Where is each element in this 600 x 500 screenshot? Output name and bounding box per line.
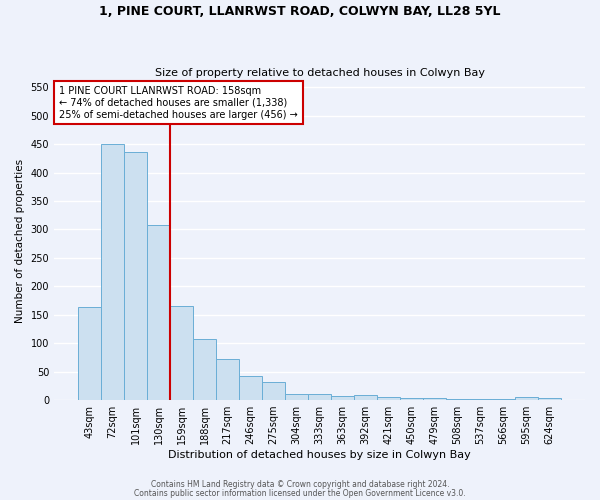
Bar	[101, 144, 124, 400]
Text: Contains public sector information licensed under the Open Government Licence v3: Contains public sector information licen…	[134, 489, 466, 498]
Text: 1 PINE COURT LLANRWST ROAD: 158sqm
← 74% of detached houses are smaller (1,338)
: 1 PINE COURT LLANRWST ROAD: 158sqm ← 74%…	[59, 86, 298, 120]
Bar	[239, 376, 262, 400]
Text: Contains HM Land Registry data © Crown copyright and database right 2024.: Contains HM Land Registry data © Crown c…	[151, 480, 449, 489]
Bar	[354, 395, 377, 400]
Text: 1, PINE COURT, LLANRWST ROAD, COLWYN BAY, LL28 5YL: 1, PINE COURT, LLANRWST ROAD, COLWYN BAY…	[99, 5, 501, 18]
Bar	[124, 152, 147, 400]
X-axis label: Distribution of detached houses by size in Colwyn Bay: Distribution of detached houses by size …	[168, 450, 471, 460]
Title: Size of property relative to detached houses in Colwyn Bay: Size of property relative to detached ho…	[155, 68, 485, 78]
Bar	[193, 339, 216, 400]
Bar	[515, 397, 538, 400]
Bar	[538, 398, 561, 400]
Bar	[446, 399, 469, 400]
Bar	[78, 308, 101, 400]
Bar	[400, 398, 423, 400]
Y-axis label: Number of detached properties: Number of detached properties	[15, 159, 25, 323]
Bar	[262, 382, 285, 400]
Bar	[492, 399, 515, 400]
Bar	[147, 226, 170, 400]
Bar	[469, 399, 492, 400]
Bar	[308, 394, 331, 400]
Bar	[423, 398, 446, 400]
Bar	[285, 394, 308, 400]
Bar	[377, 397, 400, 400]
Bar	[216, 358, 239, 400]
Bar	[331, 396, 354, 400]
Bar	[170, 306, 193, 400]
